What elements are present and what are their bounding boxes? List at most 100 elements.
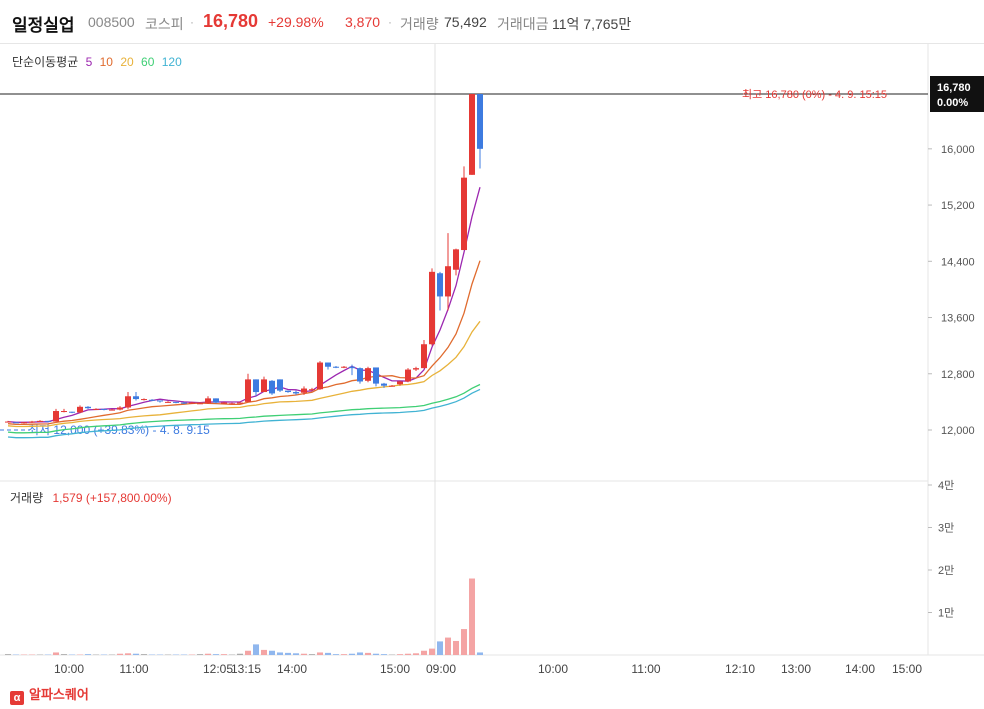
time-axis-label: 10:00 [54, 662, 84, 676]
time-axis-label: 14:00 [277, 662, 307, 676]
ma-legend-5: 5 [85, 55, 93, 69]
candle-body [381, 383, 387, 386]
volume-label: 거래량 [400, 16, 439, 32]
candle-body [109, 409, 115, 411]
volume-bar [205, 653, 211, 655]
candle-body [269, 380, 275, 394]
volume-bar [413, 653, 419, 655]
market-name: 코스피 [145, 16, 184, 32]
stock-name: 일정실업 [12, 16, 75, 35]
candle-body [405, 369, 411, 382]
ma-legend-10: 10 [99, 55, 113, 69]
volume-bar [357, 652, 363, 655]
brand-name: 알파스퀘어 [29, 687, 89, 702]
volume-bar [277, 652, 283, 655]
time-axis-label: 15:00 [380, 662, 410, 676]
separator-dot: · [190, 15, 194, 29]
candle-body [469, 94, 475, 175]
candle-body [133, 396, 139, 400]
separator-dot: · [388, 15, 392, 29]
time-axis-label: 09:00 [426, 662, 456, 676]
candle-body [69, 411, 75, 413]
volume-bar [341, 654, 347, 655]
candle-body [213, 398, 219, 403]
volume-bar [85, 654, 91, 655]
price-tick-label: 12,000 [941, 425, 975, 437]
change-rate: +29.98% [268, 14, 324, 30]
moving-average-line-60 [7, 383, 481, 434]
volume-bar [301, 653, 307, 655]
volume-bar [141, 654, 147, 655]
time-axis-label: 10:00 [538, 662, 568, 676]
moving-average-line-20 [7, 320, 481, 428]
time-axis-label: 15:00 [892, 662, 922, 676]
volume-bar [53, 652, 59, 655]
price-tick-label: 14,400 [941, 256, 975, 268]
volume-bar [133, 653, 139, 655]
candle-body [397, 381, 403, 385]
volume-bar [445, 637, 451, 655]
candle-body [181, 402, 187, 404]
time-axis-label: 12:10 [725, 662, 755, 676]
volume-bar [237, 653, 243, 655]
time-axis-label: 14:00 [845, 662, 875, 676]
volume-bar [437, 641, 443, 655]
candle-body [37, 420, 43, 422]
time-axis-label: 12:05 [203, 662, 233, 676]
candle-body [277, 379, 283, 391]
ma-legend-120: 120 [161, 55, 182, 69]
volume-bar [261, 649, 267, 655]
candle-body [21, 422, 27, 424]
candle-body [157, 400, 163, 402]
candle-body [317, 362, 323, 390]
candle-body [373, 367, 379, 384]
candle-body [357, 368, 363, 382]
candle-body [341, 366, 347, 368]
candle-body [293, 392, 299, 394]
candle-body [437, 273, 443, 297]
candle-body [477, 94, 483, 149]
volume-bar [333, 654, 339, 655]
volume-bar [5, 654, 11, 655]
volume-bar [285, 652, 291, 655]
candle-body [413, 368, 419, 370]
volume-legend: 거래량 1,579 (+157,800.00%) [10, 489, 172, 506]
candle-body [221, 402, 227, 404]
candle-body [245, 379, 251, 402]
candle-body [445, 266, 451, 297]
candle-body [349, 366, 355, 369]
volume-tick-label: 2만 [938, 564, 954, 577]
time-axis-label: 11:00 [119, 662, 148, 676]
candle-body [61, 411, 67, 413]
volume-legend-value: 1,579 (+157,800.00%) [52, 491, 172, 505]
volume-bar [365, 652, 371, 655]
current-price-tag [930, 76, 984, 112]
volume-bar [453, 640, 459, 655]
candle-body [197, 403, 203, 405]
candle-body [149, 399, 155, 401]
trading-amount-value: 11억 7,765만 [552, 16, 632, 32]
volume-bar [245, 650, 251, 655]
candle-body [309, 389, 315, 391]
volume-bar [197, 654, 203, 655]
time-axis-label: 13:00 [781, 662, 811, 676]
volume-bar [213, 654, 219, 655]
time-axis-label: 11:00 [631, 662, 660, 676]
volume-bar [373, 653, 379, 655]
candle-body [421, 344, 427, 369]
current-change-tag-label: 0.00% [937, 97, 968, 109]
volume-bar [381, 654, 387, 655]
candle-body [461, 177, 467, 251]
candle-body [101, 408, 107, 410]
volume-bar [269, 650, 275, 655]
candle-body [165, 401, 171, 403]
stock-code: 008500 [88, 14, 135, 30]
volume-bar [349, 653, 355, 655]
candle-body [229, 403, 235, 405]
moving-average-legend[interactable]: 단순이동평균 5 10 20 60 120 [12, 53, 186, 70]
volume-bar [221, 654, 227, 655]
candle-body [301, 388, 307, 393]
candle-body [237, 402, 243, 404]
brand-footer[interactable]: α 알파스퀘어 [10, 684, 89, 705]
